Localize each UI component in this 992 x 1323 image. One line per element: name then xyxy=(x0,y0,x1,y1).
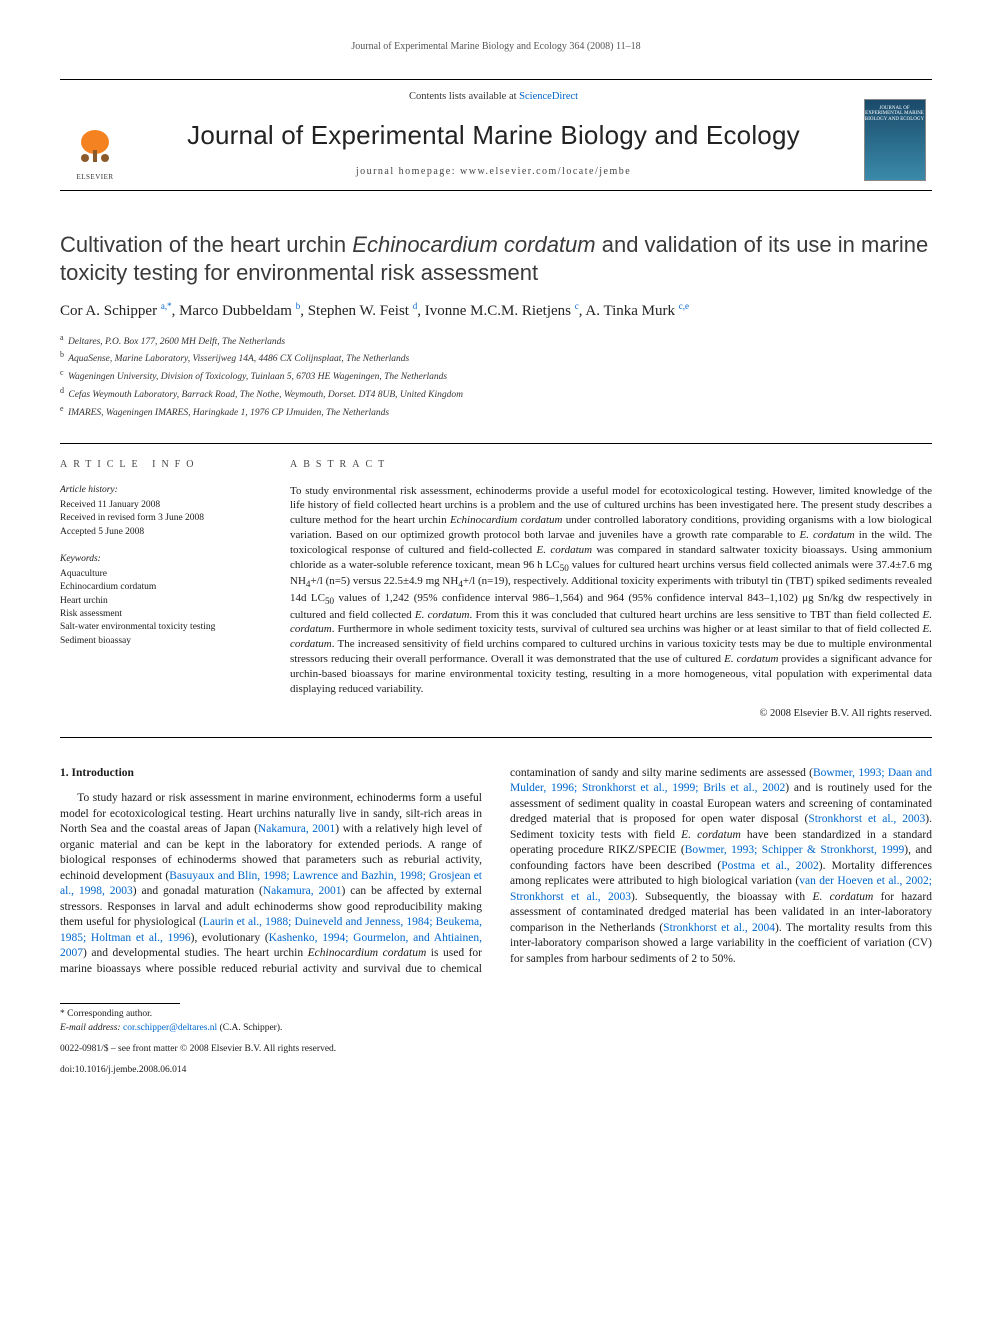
abstract-column: ABSTRACT To study environmental risk ass… xyxy=(290,458,932,721)
article-info-heading: ARTICLE INFO xyxy=(60,458,260,472)
keyword-line: Aquaculture xyxy=(60,568,260,581)
affiliation-line: e IMARES, Wageningen IMARES, Haringkade … xyxy=(60,403,932,421)
keyword-line: Sediment bioassay xyxy=(60,635,260,648)
title-part-1: Cultivation of the heart urchin xyxy=(60,232,352,257)
affiliation-line: d Cefas Weymouth Laboratory, Barrack Roa… xyxy=(60,385,932,403)
elsevier-wordmark: ELSEVIER xyxy=(76,173,113,182)
abstract-heading: ABSTRACT xyxy=(290,458,932,472)
abstract-copyright: © 2008 Elsevier B.V. All rights reserved… xyxy=(290,707,932,721)
email-label: E-mail address: xyxy=(60,1023,123,1033)
doi-line: doi:10.1016/j.jembe.2008.06.014 xyxy=(60,1064,932,1077)
contents-list-line: Contents lists available at ScienceDirec… xyxy=(140,90,847,104)
corresponding-email-link[interactable]: cor.schipper@deltares.nl xyxy=(123,1023,217,1033)
journal-name: Journal of Experimental Marine Biology a… xyxy=(140,118,847,153)
info-abstract-row: ARTICLE INFO Article history: Received 1… xyxy=(60,443,932,738)
authors-line: Cor A. Schipper a,*, Marco Dubbeldam b, … xyxy=(60,300,932,321)
section-heading-intro: 1. Introduction xyxy=(60,766,482,782)
affiliation-line: c Wageningen University, Division of Tox… xyxy=(60,367,932,385)
affiliations: a Deltares, P.O. Box 177, 2600 MH Delft,… xyxy=(60,332,932,422)
body-text: To study hazard or risk assessment in ma… xyxy=(60,766,932,978)
frontmatter-line: 0022-0981/$ – see front matter © 2008 El… xyxy=(60,1043,932,1056)
abstract-text: To study environmental risk assessment, … xyxy=(290,484,932,697)
cover-thumb-block: JOURNAL OF EXPERIMENTAL MARINE BIOLOGY A… xyxy=(857,90,932,191)
history-line: Received 11 January 2008 xyxy=(60,499,260,512)
affiliation-line: b AquaSense, Marine Laboratory, Visserij… xyxy=(60,349,932,367)
title-species: Echinocardium cordatum xyxy=(352,232,595,257)
article-info: ARTICLE INFO Article history: Received 1… xyxy=(60,458,260,721)
masthead: ELSEVIER Contents lists available at Sci… xyxy=(60,79,932,192)
history-line: Received in revised form 3 June 2008 xyxy=(60,512,260,525)
corresponding-author-note: * Corresponding author. xyxy=(60,1008,932,1021)
running-header: Journal of Experimental Marine Biology a… xyxy=(60,40,932,54)
elsevier-tree-icon xyxy=(73,128,117,173)
journal-cover-thumb: JOURNAL OF EXPERIMENTAL MARINE BIOLOGY A… xyxy=(864,99,926,181)
affiliation-line: a Deltares, P.O. Box 177, 2600 MH Delft,… xyxy=(60,332,932,350)
article-history-block: Article history: Received 11 January 200… xyxy=(60,484,260,539)
corresponding-email-line: E-mail address: cor.schipper@deltares.nl… xyxy=(60,1022,932,1035)
elsevier-logo: ELSEVIER xyxy=(68,122,123,182)
contents-prefix: Contents lists available at xyxy=(409,91,519,102)
journal-homepage: journal homepage: www.elsevier.com/locat… xyxy=(140,165,847,179)
keyword-line: Echinocardium cordatum xyxy=(60,581,260,594)
keyword-line: Salt-water environmental toxicity testin… xyxy=(60,621,260,634)
keywords-block: Keywords: AquacultureEchinocardium corda… xyxy=(60,553,260,648)
keyword-line: Risk assessment xyxy=(60,608,260,621)
history-line: Accepted 5 June 2008 xyxy=(60,526,260,539)
sciencedirect-link[interactable]: ScienceDirect xyxy=(519,91,578,102)
publisher-logo-block: ELSEVIER xyxy=(60,90,130,191)
history-label: Article history: xyxy=(60,484,260,497)
masthead-center: Contents lists available at ScienceDirec… xyxy=(130,90,857,191)
keywords-label: Keywords: xyxy=(60,553,260,566)
keyword-line: Heart urchin xyxy=(60,595,260,608)
footer-block: * Corresponding author. E-mail address: … xyxy=(60,1003,932,1077)
body-columns: 1. Introduction To study hazard or risk … xyxy=(60,766,932,978)
article-title: Cultivation of the heart urchin Echinoca… xyxy=(60,231,932,286)
email-suffix: (C.A. Schipper). xyxy=(217,1023,282,1033)
footnote-rule xyxy=(60,1003,180,1004)
